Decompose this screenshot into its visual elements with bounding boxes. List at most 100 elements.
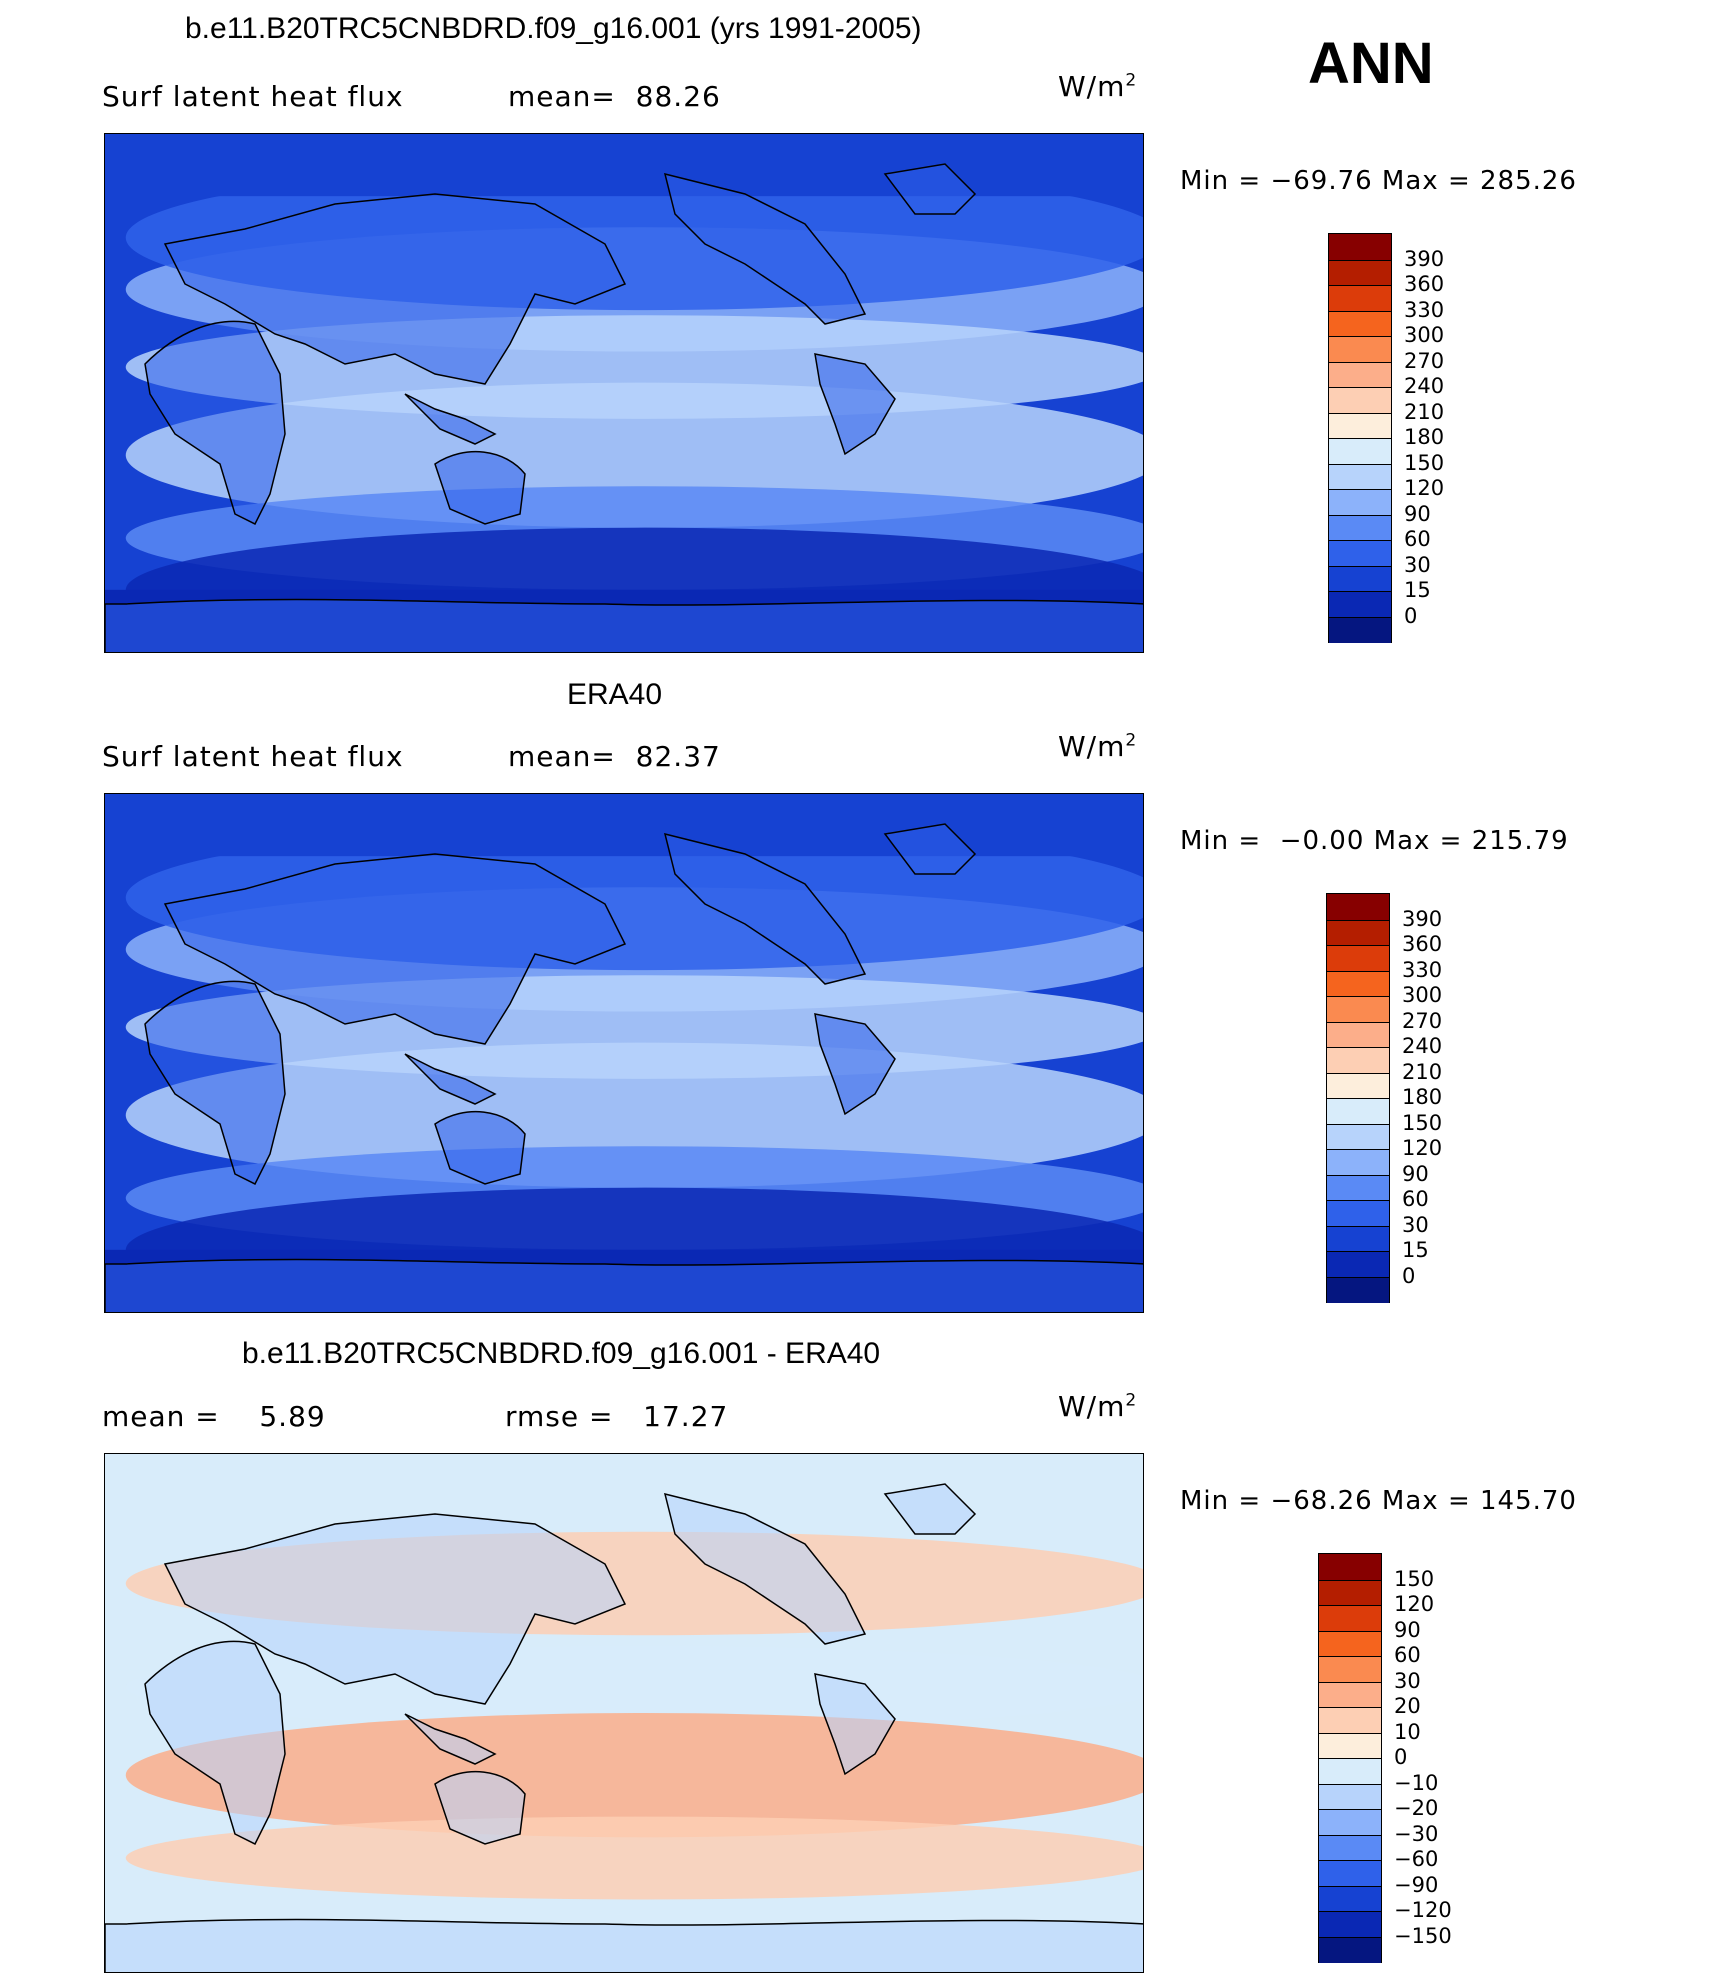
colorbar-tick-label: 150 <box>1402 1110 1443 1135</box>
colorbar-tick-label: 10 <box>1394 1719 1421 1744</box>
colorbar-swatch <box>1319 1554 1381 1580</box>
colorbar-swatch <box>1319 1707 1381 1733</box>
colorbar-swatch <box>1329 565 1391 592</box>
colorbar-tick-label: 270 <box>1404 348 1445 373</box>
colorbar-swatch <box>1319 1579 1381 1606</box>
colorbar-tick-label: 360 <box>1404 272 1445 296</box>
colorbar-tick-label: 90 <box>1402 1161 1429 1186</box>
colorbar-tick-label: 15 <box>1402 1238 1429 1262</box>
colorbar-swatch <box>1319 1656 1381 1682</box>
colorbar-divider <box>1327 1047 1389 1048</box>
colorbar-divider <box>1329 565 1391 567</box>
colorbar-tick-label: 390 <box>1402 906 1443 931</box>
colorbar-divider <box>1327 1123 1389 1125</box>
colorbar-swatch <box>1319 1732 1381 1759</box>
map-canvas <box>105 1454 1143 1972</box>
colorbar-tick-label: 0 <box>1404 603 1418 628</box>
map-panel-diff <box>104 1453 1144 1973</box>
colorbar-swatch <box>1327 894 1389 920</box>
coastline <box>883 1483 977 1535</box>
colorbar-tick-label: 120 <box>1404 476 1445 500</box>
coastline <box>144 1640 286 1846</box>
colorbar-tick-label: −60 <box>1394 1847 1439 1871</box>
colorbar-divider <box>1327 1276 1389 1278</box>
colorbar-divider <box>1319 1758 1381 1759</box>
colorbar-tick-label: 150 <box>1404 450 1445 475</box>
colorbar-swatch <box>1319 1936 1381 1963</box>
coastline <box>144 320 286 526</box>
colorbar-divider <box>1319 1860 1381 1861</box>
colorbar-tick-label: 360 <box>1402 932 1443 956</box>
colorbar-divider <box>1327 1200 1389 1201</box>
colorbar-tick-label: 20 <box>1394 1694 1421 1718</box>
colorbar <box>1326 893 1390 1303</box>
colorbar-tick-label: 270 <box>1402 1008 1443 1033</box>
colorbar-tick-label: −150 <box>1394 1923 1452 1948</box>
colorbar-swatch <box>1327 1174 1389 1201</box>
colorbar-swatch <box>1327 1276 1389 1303</box>
colorbar-divider <box>1319 1809 1381 1810</box>
colorbar <box>1328 233 1392 643</box>
colorbar-divider <box>1327 945 1389 946</box>
mean-label: mean= 88.26 <box>508 80 721 113</box>
colorbar-tick-label: −120 <box>1394 1898 1452 1922</box>
coastline <box>434 451 526 525</box>
coastline <box>814 353 896 456</box>
coastline <box>404 393 497 445</box>
map-canvas <box>105 134 1143 652</box>
colorbar-tick-label: 330 <box>1402 957 1443 982</box>
colorbar-tick-label: 120 <box>1402 1136 1443 1160</box>
colorbar-tick-label: 15 <box>1404 578 1431 602</box>
colorbar-swatch <box>1319 1911 1381 1937</box>
min-max-label: Min = −69.76 Max = 285.26 <box>1180 166 1577 196</box>
min-max-label: Min = −68.26 Max = 145.70 <box>1180 1486 1577 1516</box>
colorbar-tick-label: 210 <box>1402 1059 1443 1084</box>
colorbar-swatch <box>1327 1123 1389 1150</box>
colorbar-tick-label: 0 <box>1402 1263 1416 1288</box>
variable-label: Surf latent heat flux <box>102 740 404 773</box>
colorbar-swatch <box>1319 1630 1381 1657</box>
colorbar-divider <box>1319 1911 1381 1912</box>
colorbar-swatch <box>1319 1681 1381 1708</box>
colorbar-divider <box>1329 412 1391 414</box>
coastline <box>663 832 867 985</box>
colorbar-swatch <box>1327 1047 1389 1073</box>
colorbar-divider <box>1319 1885 1381 1887</box>
colorbar-tick-label: 30 <box>1394 1668 1421 1693</box>
colorbar-swatch <box>1319 1758 1381 1784</box>
coastline <box>434 1771 526 1845</box>
colorbar-swatch <box>1319 1605 1381 1631</box>
colorbar-divider <box>1319 1936 1381 1938</box>
colorbar-divider <box>1329 285 1391 286</box>
colorbar-tick-label: 0 <box>1394 1745 1408 1769</box>
colorbar-divider <box>1319 1834 1381 1836</box>
mean-label: mean= 82.37 <box>508 740 721 773</box>
colorbar-divider <box>1327 1149 1389 1150</box>
map-canvas <box>105 794 1143 1312</box>
colorbar-tick-label: 60 <box>1402 1187 1429 1211</box>
colorbar-divider <box>1319 1656 1381 1657</box>
coastline <box>404 1713 497 1765</box>
coastline <box>814 1673 896 1776</box>
colorbar-divider <box>1329 463 1391 465</box>
colorbar-swatch <box>1327 1072 1389 1099</box>
colorbar-swatch <box>1327 1225 1389 1252</box>
colorbar-divider <box>1329 310 1391 312</box>
colorbar-divider <box>1319 1630 1381 1632</box>
coastline <box>434 1111 526 1185</box>
coastline <box>883 163 977 215</box>
colorbar-tick-label: 60 <box>1404 527 1431 551</box>
colorbar-tick-label: 330 <box>1404 297 1445 322</box>
colorbar-tick-label: 210 <box>1404 399 1445 424</box>
colorbar-swatch <box>1329 310 1391 337</box>
colorbar-divider <box>1329 591 1391 592</box>
panel-title: ERA40 <box>567 678 663 711</box>
colorbar-divider <box>1329 259 1391 261</box>
coastline <box>105 1258 1143 1312</box>
colorbar-swatch <box>1329 489 1391 515</box>
colorbar-tick-label: 240 <box>1402 1034 1443 1058</box>
coastline <box>814 1013 896 1116</box>
colorbar-tick-label: −90 <box>1394 1872 1439 1897</box>
colorbar <box>1318 1553 1382 1963</box>
contour-band <box>125 1713 1143 1838</box>
